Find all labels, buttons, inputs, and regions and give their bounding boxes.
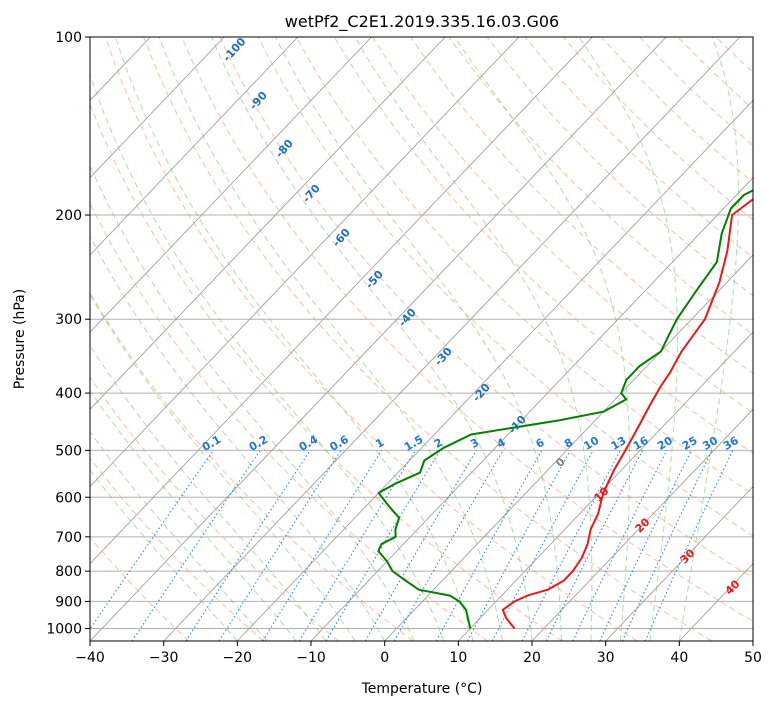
mixing-ratio-line <box>131 450 261 641</box>
mixing-ratio-line <box>644 450 734 641</box>
moist-adiabat-line <box>158 37 503 641</box>
axis-layer: −40 −30 −20 −10 0 10 20 30 40 50 100 200 300 400 500 60… <box>46 30 762 666</box>
y-tick-label: 700 <box>55 530 82 546</box>
isotherm-line <box>90 37 520 488</box>
y-tick-label: 200 <box>55 208 82 224</box>
isotherm-line <box>163 37 741 641</box>
moist-adiabat-line <box>90 389 297 641</box>
y-tick-label: 500 <box>55 443 82 459</box>
y-tick-label: 400 <box>55 386 82 402</box>
dry-adiabat-line <box>257 37 753 537</box>
moist-adiabat-line <box>275 37 562 641</box>
y-tick-label: 300 <box>55 312 82 328</box>
isotherm-line <box>384 254 753 641</box>
dry-adiabat-line <box>333 37 753 454</box>
moist-adiabat-line <box>90 293 356 641</box>
y-axis-title: Pressure (hPa) <box>12 289 28 389</box>
series-layer <box>377 189 753 630</box>
dry-adiabat-line <box>90 202 488 641</box>
mixing-ratio-line <box>218 450 342 641</box>
y-tick-label: 600 <box>55 490 82 506</box>
x-tick-label: −10 <box>296 650 326 666</box>
x-tick-label: 20 <box>523 650 541 666</box>
dry-adiabat-line <box>90 457 264 641</box>
y-tick-label: 100 <box>55 30 82 46</box>
isotherm-line <box>90 37 299 256</box>
moist-adiabat-line <box>678 37 739 641</box>
mixing-ratio-line <box>467 450 571 641</box>
moist-adiabat-line <box>354 37 593 641</box>
y-tick-label: 900 <box>55 594 82 610</box>
dry-adiabat-line <box>181 37 753 622</box>
x-tick-label: −40 <box>75 650 105 666</box>
x-tick-label: 40 <box>670 650 688 666</box>
moist-adiabat-line <box>90 234 386 641</box>
dry-adiabat-line <box>104 37 638 641</box>
isotherm-line <box>90 37 593 565</box>
x-tick-label: 30 <box>597 650 615 666</box>
mixing-ratio-line <box>298 450 416 641</box>
x-tick-label: 10 <box>449 650 467 666</box>
isotherm-line <box>90 37 446 410</box>
dry-adiabat-line <box>295 37 753 495</box>
x-tick-label: 50 <box>744 650 762 666</box>
moist-adiabat-line <box>578 37 678 641</box>
temperature-profile-line <box>501 197 753 630</box>
grid-layer <box>90 37 753 641</box>
plot-frame <box>89 36 754 642</box>
x-tick-label: −30 <box>149 650 179 666</box>
dry-adiabat-line <box>486 37 753 297</box>
x-tick-label: 0 <box>380 650 389 666</box>
moist-adiabat-line <box>211 37 533 641</box>
dewpoint-profile-line <box>377 189 753 629</box>
moist-adiabat-line <box>90 73 445 641</box>
dry-adiabat-line <box>143 37 712 641</box>
moist-adiabat-line <box>90 430 268 641</box>
mixing-ratio-line <box>545 450 643 641</box>
chart-title: wetPf2_C2E1.2019.335.16.03.G06 <box>285 12 559 32</box>
dry-adiabat-line <box>90 102 563 641</box>
y-tick-label: 1000 <box>46 621 82 637</box>
mixing-ratio-line <box>435 450 543 641</box>
mixing-ratio-line <box>262 450 383 641</box>
dry-adiabat-line <box>448 37 753 335</box>
dry-adiabat-line <box>90 536 190 641</box>
moist-adiabat-line <box>90 469 238 641</box>
mixing-ratio-line <box>393 450 504 641</box>
isotherm-line <box>605 485 753 641</box>
dry-adiabat-line <box>90 291 414 641</box>
isotherm-line <box>90 37 225 179</box>
x-axis-title: Temperature (°C) <box>361 681 483 697</box>
dry-adiabat-line <box>219 37 753 579</box>
isotherm-line <box>90 37 372 333</box>
isotherm-line <box>531 408 753 641</box>
x-tick-label: −20 <box>223 650 253 666</box>
y-tick-label: 800 <box>55 564 82 580</box>
mixing-ratio-line <box>90 450 214 630</box>
isotherm-line <box>236 99 753 641</box>
moist-adiabat-line <box>115 37 474 641</box>
moist-adiabat-line <box>90 344 327 641</box>
dry-adiabat-line <box>372 37 753 414</box>
dry-adiabat-line <box>410 37 753 374</box>
isotherm-line <box>90 37 667 641</box>
moist-adiabat-line <box>454 37 631 641</box>
mixing-ratio-line <box>185 450 311 641</box>
